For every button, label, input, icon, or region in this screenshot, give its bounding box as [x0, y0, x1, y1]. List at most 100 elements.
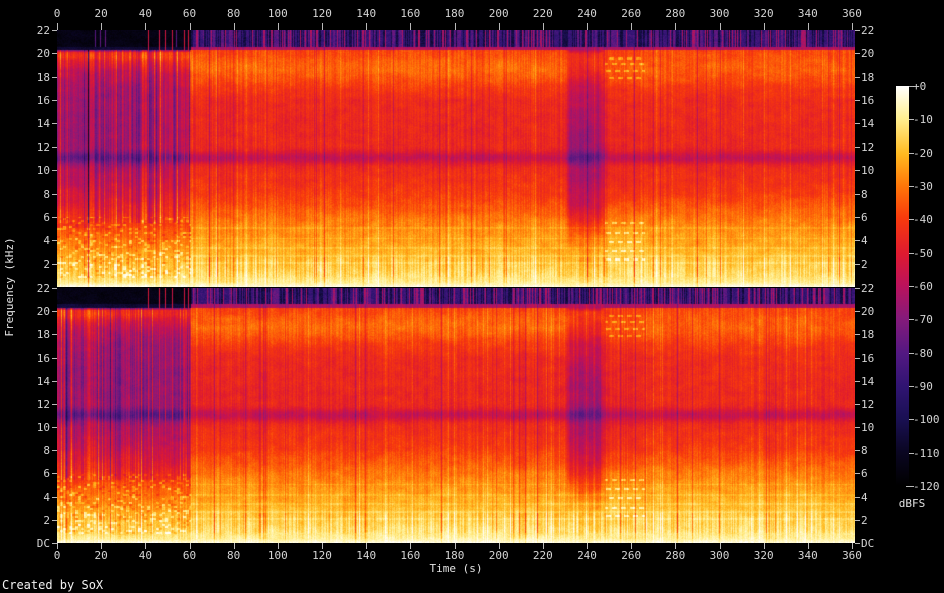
time-tick-label-top: 0 [53, 7, 61, 20]
time-tick-mark-bottom [233, 543, 235, 549]
time-tick-mark-bottom [807, 543, 809, 549]
freq-tick-label-left: 20 [36, 305, 50, 319]
freq-tick-mark-right [855, 450, 860, 452]
time-tick-label-bottom: 160 [400, 549, 421, 562]
time-tick-mark-bottom [719, 543, 721, 549]
time-tick-mark-top [322, 23, 323, 30]
time-tick-label-bottom: 340 [797, 549, 818, 562]
spectrogram-upper-channel [57, 30, 855, 287]
time-tick-mark-top [101, 23, 103, 30]
db-tick-label: -30 [913, 180, 933, 193]
freq-tick-label-right: 16 [861, 351, 875, 365]
time-tick-mark-top [763, 23, 765, 30]
time-tick-label-top: 240 [577, 7, 597, 20]
time-tick-label-bottom: 300 [709, 549, 730, 562]
db-tick-mark [906, 286, 914, 287]
time-tick-label-top: 80 [227, 7, 241, 20]
freq-tick-label-right: 14 [861, 117, 875, 131]
freq-tick-mark-right [855, 240, 860, 242]
freq-tick-mark-left [52, 263, 57, 265]
freq-tick-label-right: 8 [861, 444, 868, 458]
time-tick-label-top: 200 [488, 7, 509, 20]
db-tick-label: -100 [913, 413, 940, 427]
time-tick-label-bottom: 80 [227, 549, 241, 562]
time-tick-label-top: 180 [444, 7, 465, 20]
freq-tick-label-right: 20 [861, 305, 875, 319]
time-tick-mark-bottom [145, 543, 147, 549]
freq-tick-mark-right [855, 193, 860, 195]
freq-tick-label-left: 10 [36, 164, 50, 178]
time-tick-mark-bottom [587, 543, 588, 549]
freq-axis-label: Frequency (kHz) [3, 237, 16, 337]
freq-tick-label-right: 2 [861, 513, 868, 527]
freq-tick-mark-right [855, 380, 860, 382]
time-tick-label-top: 260 [621, 7, 642, 20]
freq-tick-mark-right [855, 100, 860, 102]
freq-tick-label-right: 10 [861, 164, 875, 178]
freq-tick-mark-left [52, 311, 57, 313]
freq-tick-label-right: DC [861, 537, 875, 550]
time-tick-mark-top [145, 23, 147, 30]
time-tick-label-bottom: 140 [356, 549, 377, 562]
freq-tick-label-right: 18 [861, 70, 875, 84]
freq-tick-mark-right [855, 473, 860, 475]
time-tick-label-top: 340 [797, 7, 818, 20]
time-tick-mark-top [807, 23, 809, 30]
time-tick-label-top: 140 [356, 7, 377, 20]
time-tick-mark-top [233, 23, 235, 30]
freq-tick-label-right: 6 [861, 210, 868, 224]
db-tick-label: +0 [913, 80, 927, 93]
db-tick-label: -60 [913, 280, 933, 293]
freq-tick-mark-right [855, 311, 860, 313]
freq-tick-label-right: 12 [861, 140, 875, 154]
freq-tick-label-left: 6 [43, 467, 50, 481]
freq-tick-mark-right [855, 216, 860, 218]
time-tick-mark-bottom [675, 543, 677, 549]
time-tick-mark-bottom [542, 543, 544, 549]
db-tick-mark [906, 352, 914, 354]
freq-tick-mark-left [52, 53, 57, 55]
freq-tick-label-left: 8 [43, 444, 50, 458]
db-tick-mark [906, 219, 914, 221]
time-tick-mark-bottom [57, 543, 58, 549]
time-tick-mark-top [542, 23, 544, 30]
freq-tick-mark-right [855, 263, 860, 265]
freq-tick-mark-left [52, 334, 57, 336]
freq-tick-mark-left [52, 100, 57, 102]
freq-tick-mark-left [52, 427, 57, 429]
time-tick-label-bottom: 100 [267, 549, 288, 562]
db-tick-label: -90 [913, 380, 933, 393]
freq-tick-mark-left [52, 216, 57, 218]
freq-tick-mark-right [855, 357, 860, 359]
db-tick-label: -80 [913, 346, 933, 360]
time-tick-mark-bottom [277, 543, 279, 549]
time-tick-mark-top [410, 23, 412, 30]
time-tick-label-top: 220 [532, 7, 553, 20]
freq-tick-mark-left [52, 146, 57, 148]
time-tick-label-top: 320 [753, 7, 774, 20]
freq-tick-label-left: 2 [43, 257, 50, 271]
freq-tick-label-left: 6 [43, 210, 50, 224]
freq-tick-label-left: 14 [36, 374, 50, 388]
time-tick-label-bottom: 200 [488, 549, 509, 562]
colorbar-unit-label: dBFS [898, 497, 926, 510]
freq-tick-label-left: 2 [43, 513, 50, 527]
time-tick-mark-bottom [322, 543, 323, 549]
time-tick-mark-bottom [498, 543, 500, 549]
db-tick-label: -40 [913, 213, 933, 227]
time-tick-mark-top [454, 23, 456, 30]
db-tick-mark [906, 419, 914, 421]
db-tick-label: -10 [913, 113, 933, 127]
db-tick-mark [906, 452, 914, 454]
time-tick-label-bottom: 0 [53, 549, 61, 562]
freq-tick-label-left: 22 [36, 24, 50, 37]
time-tick-mark-top [57, 23, 58, 30]
freq-tick-label-left: 20 [36, 47, 50, 61]
time-tick-mark-bottom [189, 543, 191, 549]
time-tick-label-top: 280 [665, 7, 686, 20]
time-tick-mark-bottom [101, 543, 103, 549]
freq-tick-mark-right [855, 403, 860, 405]
time-tick-mark-top [366, 23, 368, 30]
time-tick-mark-top [587, 23, 588, 30]
